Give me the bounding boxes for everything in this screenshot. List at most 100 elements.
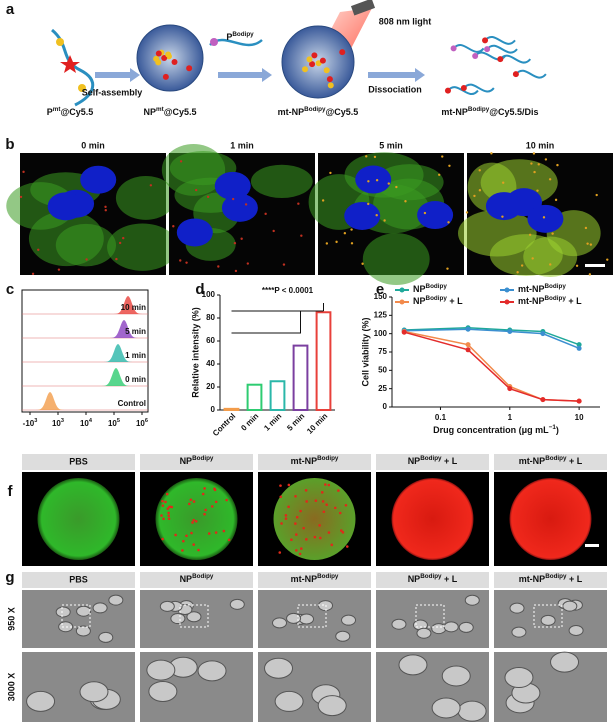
red-signal [194, 519, 198, 523]
scheme-label: mt-NPBodipy@Cy5.5 [278, 106, 359, 117]
red-signal [542, 216, 546, 219]
red-signal [104, 205, 107, 209]
marker [576, 345, 582, 351]
red-signal [244, 203, 248, 206]
axis-frame [21, 289, 149, 413]
red-signal [367, 202, 370, 206]
text-part: NP [408, 456, 421, 466]
red-signal [584, 226, 588, 230]
red-signal [170, 505, 174, 509]
cytoplasm [28, 210, 104, 267]
red-signal [185, 534, 188, 538]
cell [274, 690, 304, 712]
red-signal [531, 257, 534, 260]
dye [171, 59, 178, 66]
cell [441, 665, 471, 687]
red-signal [340, 529, 343, 532]
red-signal [329, 171, 332, 175]
red-signal [22, 170, 25, 174]
marker [465, 326, 471, 332]
time-label: 0 min [81, 140, 105, 150]
legend-marker [399, 299, 405, 305]
column-label: PBS [69, 574, 88, 584]
cell [159, 600, 175, 612]
y-tick-label: 150 [374, 292, 388, 301]
panel-letter: c [6, 281, 14, 298]
nucleus [417, 201, 454, 230]
y-tick-label: 0 [211, 405, 216, 414]
cell [26, 690, 56, 712]
red-signal [31, 272, 35, 276]
column-label: NPBodipy + L [408, 455, 458, 466]
red-signal [279, 484, 282, 487]
text-part: mt-NP [291, 574, 318, 584]
dye [162, 73, 169, 80]
red-signal [240, 237, 243, 240]
text-part: @Cy5.5 [326, 107, 359, 117]
zoom-box [297, 604, 327, 628]
bar [246, 383, 263, 412]
red-signal [478, 169, 481, 172]
significance-bracket [231, 303, 324, 334]
text-part: Bodipy [545, 455, 567, 462]
cytoplasm [457, 209, 537, 257]
cell [186, 611, 202, 623]
y-tick-label: 80 [206, 313, 215, 322]
dye [311, 52, 318, 59]
x-tick-label: 104 [80, 418, 93, 428]
red-signal [465, 211, 469, 214]
polymer-fragment [486, 44, 518, 54]
x-tick-label: 106 [136, 418, 148, 428]
red-signal [192, 543, 196, 546]
x-tick-label: 5 min [285, 411, 306, 432]
cell [391, 618, 407, 630]
label-box [22, 572, 135, 588]
nucleus [47, 192, 84, 221]
red-signal [501, 181, 505, 184]
histogram [110, 320, 138, 338]
bar [315, 311, 332, 411]
histogram [104, 344, 132, 362]
red-signal [104, 209, 107, 212]
red-signal [192, 518, 196, 522]
red-signal [179, 259, 182, 262]
red-signal [350, 228, 353, 231]
red-signal [195, 188, 198, 192]
panel-letter: b [5, 136, 14, 153]
cell [458, 621, 474, 633]
dye [326, 76, 333, 83]
red-signal [387, 182, 390, 185]
marker [540, 397, 546, 403]
red-signal [210, 505, 214, 508]
column-label: mt-NPBodipy [291, 573, 339, 584]
red-signal [164, 500, 167, 504]
nucleus [355, 165, 392, 194]
red-signal [162, 517, 165, 521]
nucleus [344, 201, 381, 230]
red-signal [214, 500, 218, 504]
label-box [140, 454, 253, 470]
text-part: −1 [549, 424, 557, 431]
panel-letter: e [376, 281, 384, 298]
red-signal [333, 506, 337, 510]
text-part: Bodipy [317, 573, 339, 580]
red-signal [549, 263, 552, 266]
text-part: NP [408, 574, 421, 584]
red-signal [167, 517, 171, 521]
dye [315, 60, 322, 67]
red-signal [188, 502, 191, 506]
panel-letter: g [5, 569, 14, 586]
red-signal [375, 214, 378, 217]
panel-letter: a [6, 1, 15, 18]
y-tick-label: 100 [374, 329, 388, 338]
red-signal [344, 503, 348, 507]
text-part: + L [566, 296, 582, 306]
red-signal [165, 492, 169, 496]
cell [540, 614, 556, 626]
red-signal [167, 514, 171, 518]
red-signal [280, 522, 283, 525]
text-part: @Cy5.5 [164, 107, 197, 117]
x-tick-label: Control [211, 412, 237, 438]
text-part: 3 [34, 418, 37, 424]
spheroid [391, 478, 474, 560]
